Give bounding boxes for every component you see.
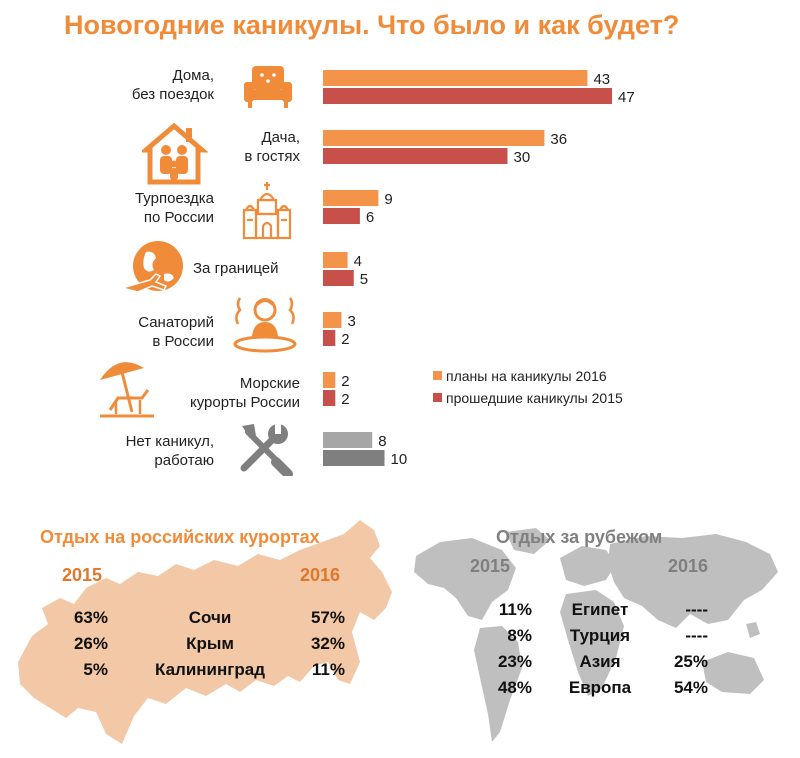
abroad-section-title: Отдых за рубежом: [496, 527, 663, 547]
russia-sochi-2016: 57%: [310, 608, 345, 627]
bar-2016-6: [323, 432, 373, 448]
category-label-abroad: За границей: [193, 260, 279, 277]
category-label-sea-resorts: Морские курорты России: [189, 375, 300, 411]
bar-value-2015-4: 2: [341, 331, 349, 348]
bar-2016-5: [323, 372, 336, 388]
abroad-europe-2016: 54%: [673, 678, 708, 697]
bar-value-2016-6: 8: [378, 433, 386, 450]
bar-2015-5: [323, 390, 336, 406]
page-title: Новогодние каникулы. Что было и как буде…: [64, 10, 680, 40]
abroad-egypt-2015: 11%: [498, 600, 532, 619]
bar-value-2016-3: 4: [354, 253, 362, 270]
bar-value-2015-0: 47: [618, 89, 635, 106]
tools-icon: [240, 422, 293, 476]
family-house-icon: [142, 122, 208, 185]
russia-sochi-2015: 63%: [73, 608, 108, 627]
bar-value-2016-1: 36: [550, 131, 567, 148]
globe-plane-icon: [120, 241, 183, 293]
russia-year-2016: 2016: [300, 565, 341, 585]
bar-value-2015-6: 10: [391, 451, 408, 468]
sofa-icon: [244, 66, 292, 108]
abroad-year-2016: 2016: [668, 556, 709, 576]
abroad-turkey-2016: ----: [685, 626, 708, 645]
category-label-tour-russia: Турпоездка по России: [134, 190, 214, 226]
bar-2015-3: [323, 270, 354, 286]
bar-value-2015-1: 30: [514, 149, 531, 166]
bar-value-2015-3: 5: [360, 271, 368, 288]
abroad-egypt-2016: ----: [685, 600, 708, 619]
category-label-sanatorium: Санаторий в России: [138, 314, 214, 350]
russia-section-title: Отдых на российских курортах: [40, 527, 320, 547]
russia-kaliningrad-2015: 5%: [83, 660, 108, 679]
bar-2015-6: [323, 450, 385, 466]
bar-2015-0: [323, 88, 613, 104]
russia-crimea-2016: 32%: [310, 634, 345, 653]
beach-umbrella-icon: [100, 362, 154, 418]
abroad-place-turkey: Турция: [569, 626, 631, 645]
bar-2016-4: [323, 312, 342, 328]
bar-value-2015-5: 2: [341, 391, 349, 408]
russia-kaliningrad-2016: 11%: [311, 660, 345, 679]
bar-value-2016-4: 3: [347, 313, 355, 330]
abroad-place-egypt: Египет: [571, 600, 629, 619]
abroad-year-2015: 2015: [470, 556, 511, 576]
russia-place-sochi: Сочи: [188, 608, 232, 627]
abroad-asia-2015: 23%: [497, 652, 532, 671]
abroad-place-europe: Европа: [568, 678, 632, 697]
russia-place-crimea: Крым: [186, 634, 234, 653]
abroad-asia-2016: 25%: [673, 652, 708, 671]
bar-2015-4: [323, 330, 336, 346]
category-label-no-vacation: Нет каникул, работаю: [125, 433, 214, 469]
russia-crimea-2015: 26%: [73, 634, 108, 653]
category-label-dacha: Дача, в гостях: [244, 129, 300, 165]
russia-place-kaliningrad: Калининград: [155, 660, 265, 679]
church-icon: [242, 182, 292, 240]
abroad-place-asia: Азия: [579, 652, 621, 671]
bar-2016-2: [323, 190, 379, 206]
russia-year-2015: 2015: [62, 565, 103, 585]
world-map: [414, 528, 778, 742]
bar-value-2016-0: 43: [593, 71, 610, 88]
bar-2015-1: [323, 148, 508, 164]
spa-person-icon: [233, 297, 297, 353]
legend-item-2015: прошедшие каникулы 2015: [433, 390, 623, 406]
bar-value-2016-5: 2: [341, 373, 349, 390]
bar-2016-0: [323, 70, 588, 86]
legend-item-2016: планы на каникулы 2016: [433, 368, 607, 384]
bar-value-2016-2: 9: [384, 191, 392, 208]
category-label-home: Дома, без поездок: [131, 67, 214, 103]
bar-2016-1: [323, 130, 545, 146]
bar-2015-2: [323, 208, 360, 224]
abroad-turkey-2015: 8%: [507, 626, 532, 645]
russia-map: [18, 520, 392, 744]
abroad-europe-2015: 48%: [497, 678, 532, 697]
bar-value-2015-2: 6: [366, 209, 374, 226]
bar-2016-3: [323, 252, 348, 268]
